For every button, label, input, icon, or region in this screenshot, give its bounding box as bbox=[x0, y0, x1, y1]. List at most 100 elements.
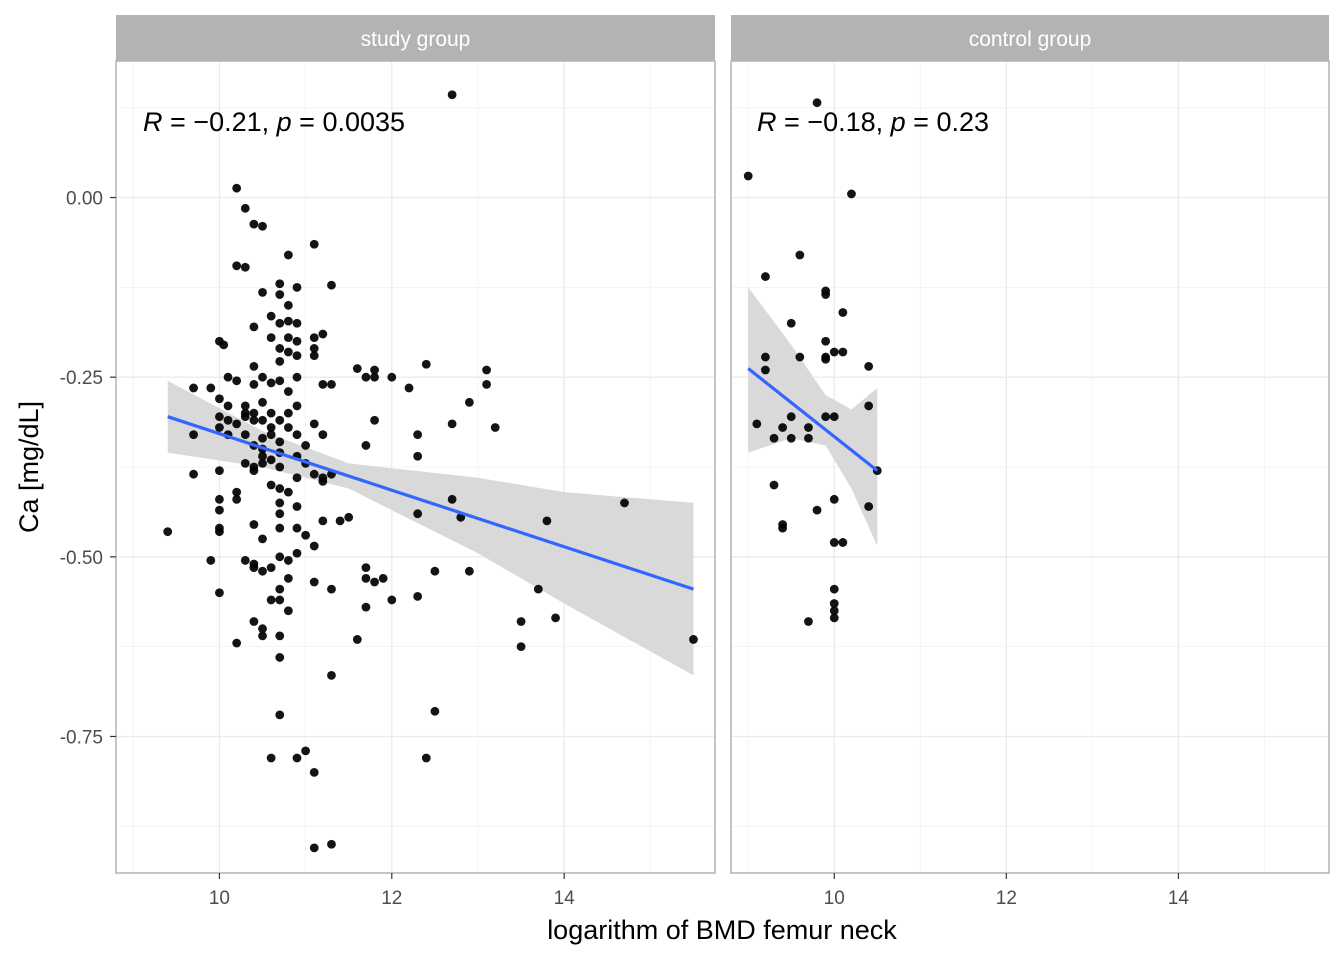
data-point bbox=[786, 412, 796, 422]
data-point bbox=[275, 279, 285, 289]
minus-sign: − bbox=[807, 107, 823, 137]
correlation-annotation: R = −0.21, p = 0.0035 bbox=[143, 107, 405, 137]
data-point bbox=[283, 408, 293, 418]
data-point bbox=[283, 487, 293, 497]
data-point bbox=[838, 308, 848, 317]
data-point bbox=[361, 602, 371, 612]
data-point bbox=[761, 272, 770, 281]
data-points bbox=[163, 90, 698, 853]
data-point bbox=[821, 412, 831, 422]
data-point bbox=[283, 423, 293, 432]
data-point bbox=[769, 433, 779, 443]
data-point bbox=[258, 566, 267, 576]
x-axis-title: logarithm of BMD femur neck bbox=[547, 915, 897, 945]
data-point bbox=[421, 753, 431, 763]
data-point bbox=[275, 509, 285, 519]
data-point bbox=[266, 311, 276, 321]
data-point bbox=[838, 538, 848, 547]
data-point bbox=[838, 347, 848, 357]
data-point bbox=[352, 635, 362, 644]
data-point bbox=[266, 753, 276, 763]
x-axis-control-group: 10 12 14 bbox=[824, 873, 1190, 909]
data-point bbox=[361, 441, 371, 450]
data-point bbox=[292, 401, 302, 411]
data-point bbox=[249, 322, 259, 332]
data-point bbox=[413, 591, 423, 601]
data-point bbox=[258, 433, 267, 443]
data-point bbox=[219, 340, 229, 350]
data-point bbox=[361, 563, 371, 573]
data-point bbox=[301, 530, 311, 540]
data-point bbox=[490, 423, 500, 432]
data-point bbox=[812, 505, 822, 515]
data-point bbox=[266, 595, 276, 605]
x-tick-label: 12 bbox=[381, 888, 402, 909]
data-point bbox=[266, 480, 276, 490]
data-point bbox=[370, 577, 379, 587]
data-point bbox=[829, 412, 839, 422]
r-symbol: R bbox=[143, 107, 163, 137]
data-point bbox=[275, 710, 285, 720]
data-point bbox=[404, 383, 414, 393]
data-point bbox=[292, 372, 302, 382]
panel-study-group: study group R = −0.21, p = 0.0035 bbox=[115, 15, 716, 874]
data-point bbox=[309, 541, 319, 551]
data-point bbox=[447, 90, 457, 100]
y-tick-label: -0.50 bbox=[60, 548, 103, 569]
data-point bbox=[370, 415, 379, 425]
data-point bbox=[292, 753, 302, 763]
data-point bbox=[292, 318, 302, 328]
data-point bbox=[275, 415, 285, 425]
data-point bbox=[223, 372, 233, 382]
data-point bbox=[240, 556, 250, 565]
data-point bbox=[266, 333, 276, 343]
strip-background bbox=[731, 15, 1329, 61]
data-point bbox=[240, 401, 250, 411]
data-point bbox=[829, 538, 839, 547]
data-point bbox=[189, 383, 198, 393]
regression-line-path bbox=[167, 415, 694, 591]
data-point bbox=[829, 584, 839, 594]
correlation-annotation: R = −0.18, p = 0.23 bbox=[757, 107, 989, 137]
data-point bbox=[387, 372, 397, 382]
regression-line bbox=[747, 367, 879, 472]
data-point bbox=[258, 624, 267, 634]
data-point bbox=[249, 408, 259, 418]
data-point bbox=[795, 352, 805, 362]
data-point bbox=[309, 767, 319, 777]
data-point bbox=[189, 430, 198, 440]
r-value: 0.18, bbox=[823, 107, 891, 137]
data-point bbox=[275, 356, 285, 366]
data-point bbox=[232, 261, 242, 271]
data-point bbox=[215, 466, 224, 475]
data-point bbox=[421, 359, 431, 369]
data-point bbox=[309, 469, 319, 479]
data-point bbox=[327, 670, 336, 680]
data-point bbox=[275, 523, 285, 533]
data-point bbox=[249, 520, 259, 529]
data-point bbox=[361, 573, 371, 583]
data-point bbox=[275, 318, 285, 328]
data-point bbox=[829, 613, 839, 623]
x-tick-label: 14 bbox=[1168, 888, 1190, 909]
data-point bbox=[275, 484, 285, 493]
data-point bbox=[318, 329, 328, 339]
data-point bbox=[292, 336, 302, 346]
data-point bbox=[232, 638, 242, 648]
data-point bbox=[413, 430, 423, 440]
gridlines bbox=[731, 61, 1329, 873]
data-point bbox=[812, 98, 822, 108]
data-point bbox=[327, 839, 336, 849]
data-point bbox=[249, 361, 259, 371]
data-point bbox=[258, 451, 267, 461]
data-point bbox=[752, 419, 762, 429]
data-point bbox=[275, 290, 285, 299]
data-point bbox=[864, 401, 874, 411]
data-point bbox=[292, 473, 302, 483]
data-point bbox=[223, 401, 233, 411]
data-point bbox=[275, 595, 285, 605]
data-point bbox=[689, 635, 698, 644]
data-point bbox=[258, 221, 267, 231]
data-point bbox=[447, 494, 457, 504]
